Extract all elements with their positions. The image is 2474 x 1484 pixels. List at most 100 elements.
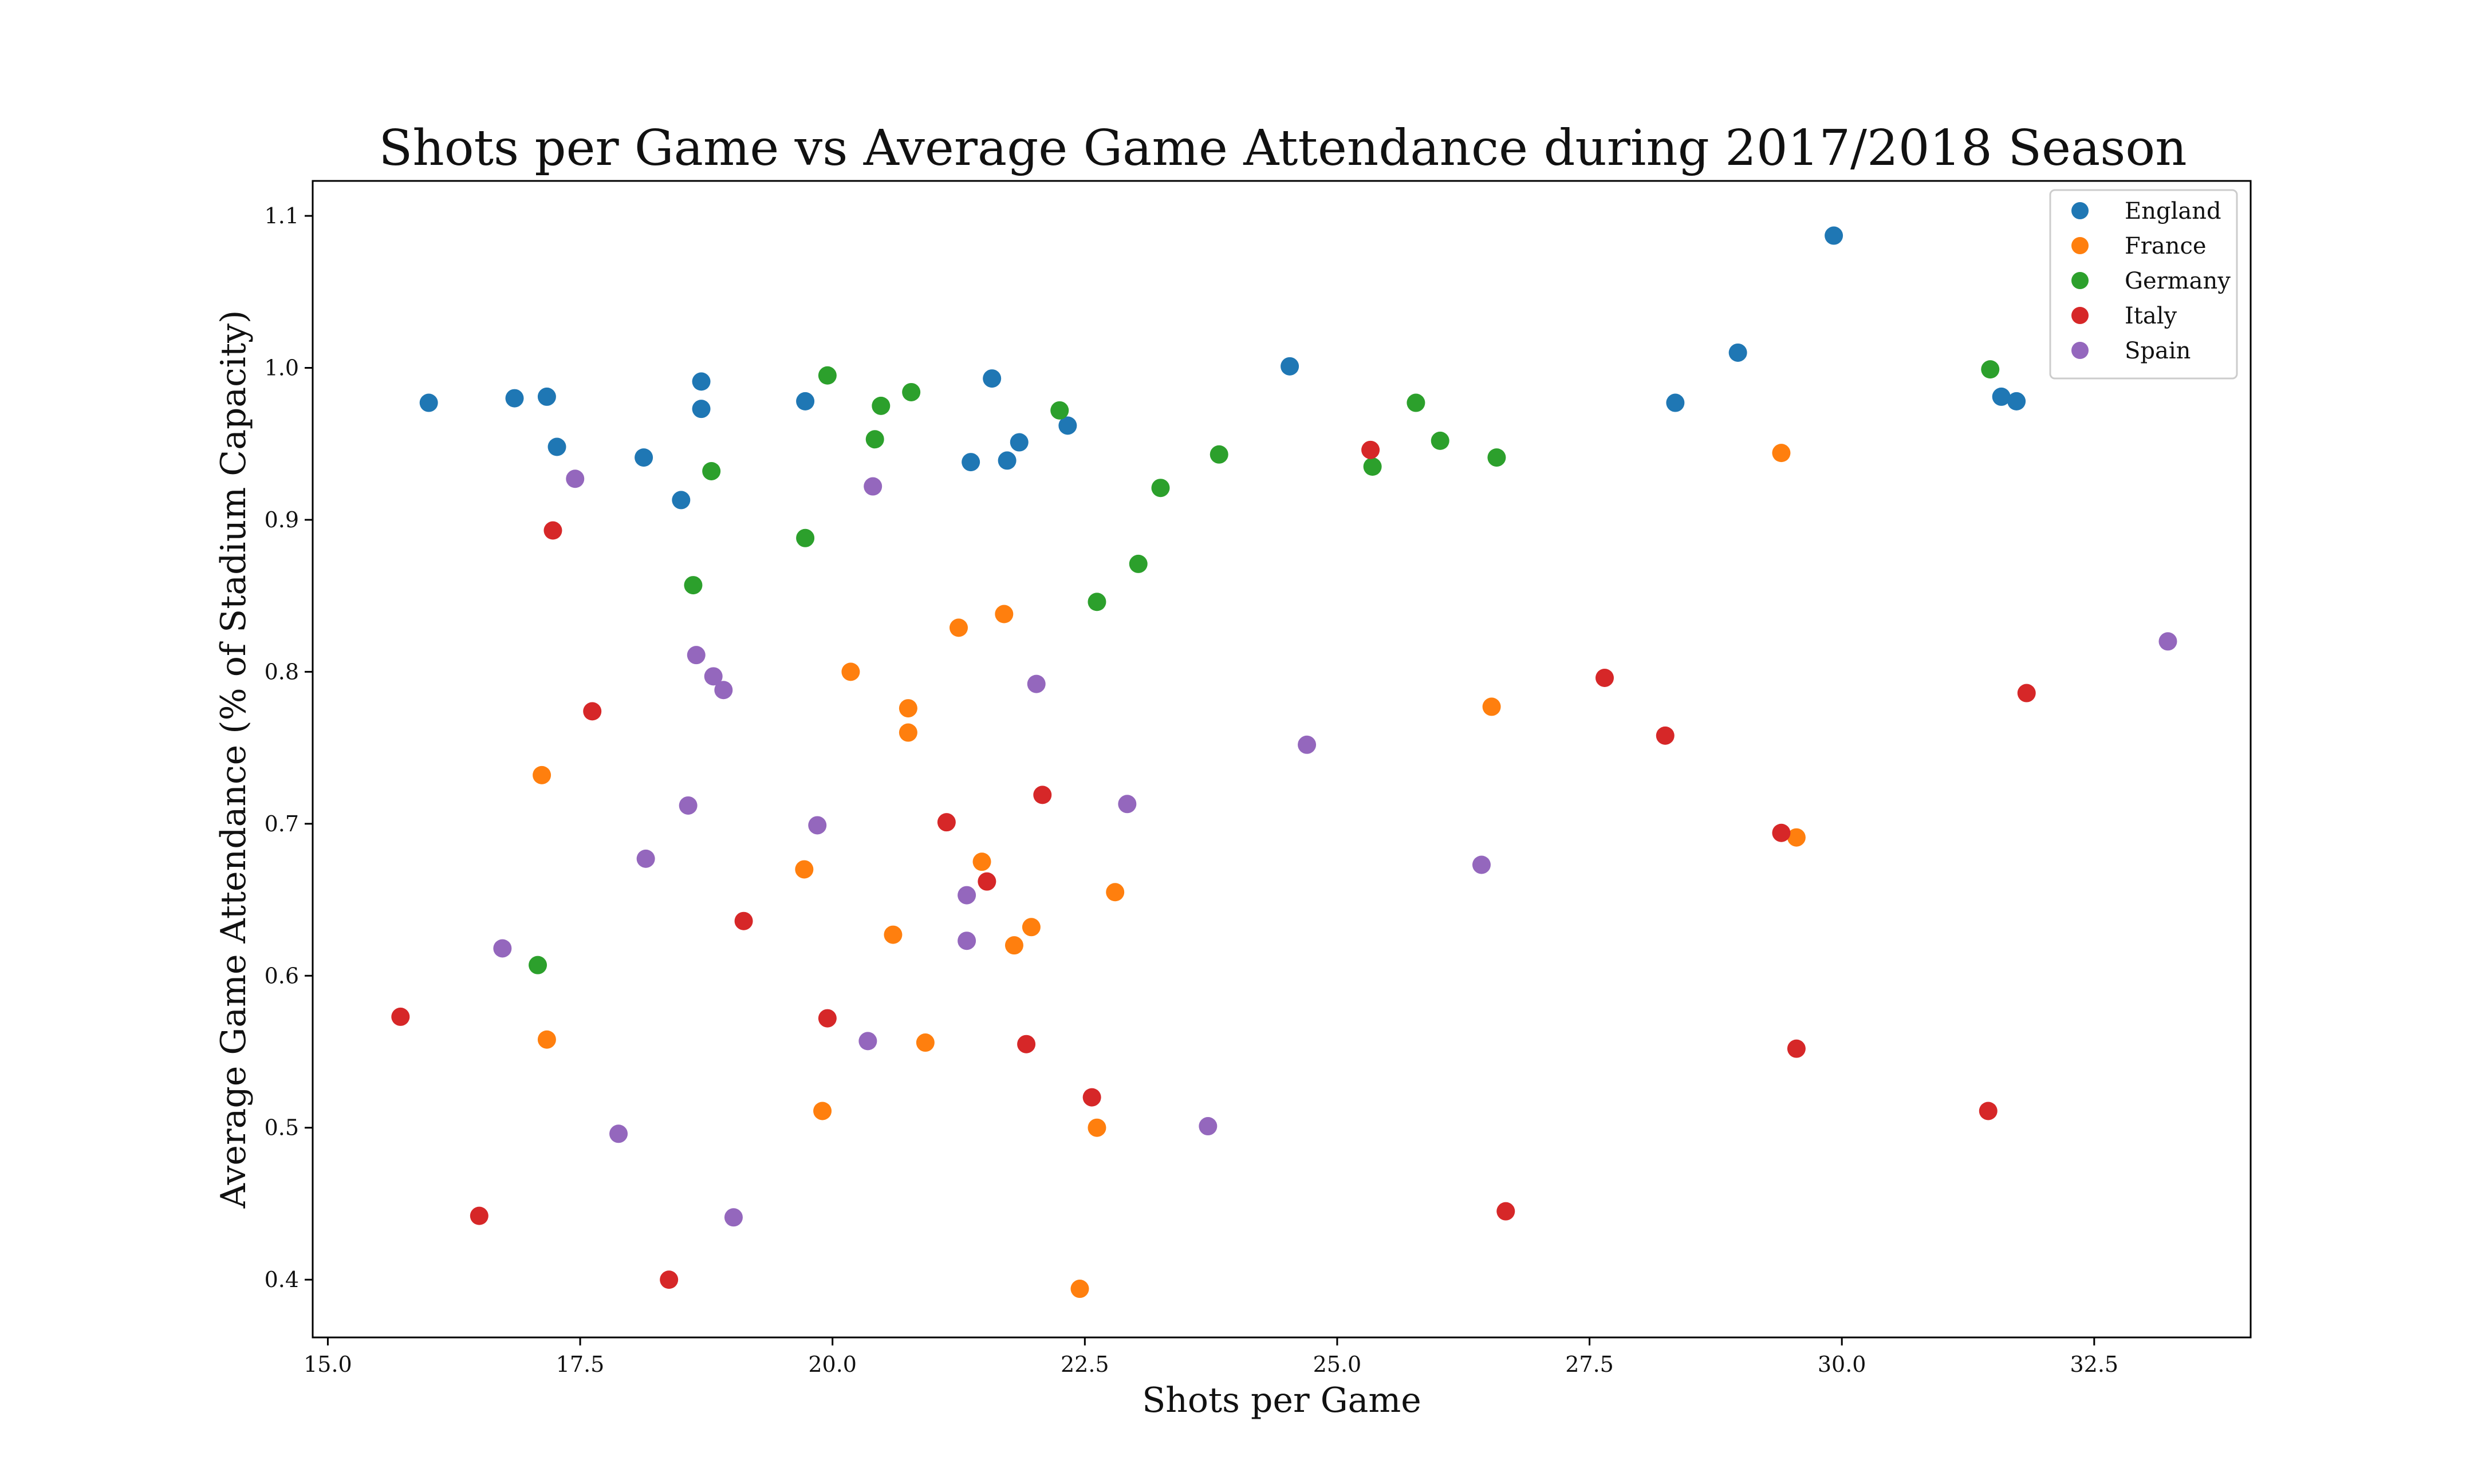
- data-point: [679, 796, 698, 815]
- data-point: [865, 430, 884, 449]
- y-tick-label: 1.0: [265, 355, 299, 380]
- data-point: [692, 400, 711, 419]
- data-point: [1482, 697, 1501, 716]
- data-point: [841, 662, 860, 681]
- y-tick-label: 0.4: [265, 1267, 299, 1292]
- data-point: [1210, 445, 1228, 464]
- data-point: [1596, 668, 1614, 687]
- data-point: [1017, 1035, 1036, 1053]
- data-point: [972, 852, 991, 871]
- data-point: [419, 393, 438, 412]
- data-point: [958, 886, 976, 905]
- legend-marker: [2071, 272, 2089, 289]
- data-point: [1106, 883, 1125, 902]
- data-point: [1487, 448, 1506, 467]
- data-point: [1088, 593, 1106, 611]
- data-point: [1088, 1118, 1106, 1137]
- data-point: [704, 667, 723, 686]
- x-tick-label: 20.0: [808, 1352, 857, 1377]
- data-point: [1666, 393, 1685, 412]
- data-point: [1058, 416, 1077, 435]
- x-tick-label: 25.0: [1313, 1352, 1362, 1377]
- series-italy: [391, 440, 2036, 1289]
- data-point: [978, 872, 996, 891]
- x-tick-label: 30.0: [1818, 1352, 1866, 1377]
- legend: England France Germany Italy Spain: [2049, 189, 2238, 380]
- data-point: [684, 576, 703, 595]
- data-point: [714, 681, 733, 700]
- data-point: [998, 451, 1017, 470]
- data-point: [1027, 674, 1046, 693]
- plot-frame: [312, 180, 2252, 1339]
- axis-ticks: 15.0 17.5 20.0 22.5 25.0 27.5 30.0 32.5 0.4 0.5 0.…: [265, 203, 2119, 1377]
- data-point: [609, 1124, 628, 1143]
- x-tick-label: 22.5: [1061, 1352, 1109, 1377]
- data-point: [547, 437, 566, 456]
- data-point: [983, 369, 1002, 388]
- data-point: [916, 1033, 935, 1052]
- data-point: [1151, 479, 1170, 498]
- data-point: [1772, 823, 1791, 842]
- data-points: [391, 226, 2177, 1298]
- data-point: [566, 469, 585, 488]
- data-point: [962, 453, 980, 472]
- data-point: [795, 860, 814, 879]
- series-spain: [493, 469, 2177, 1227]
- data-point: [902, 382, 921, 401]
- data-point: [995, 605, 1014, 623]
- data-point: [636, 849, 655, 868]
- data-point: [635, 448, 653, 467]
- data-point: [872, 396, 891, 415]
- data-point: [884, 925, 903, 944]
- data-point: [1004, 936, 1023, 955]
- data-point: [2017, 684, 2036, 702]
- data-point: [1050, 401, 1069, 420]
- data-point: [1118, 795, 1137, 814]
- data-point: [808, 816, 827, 835]
- data-point: [1728, 343, 1747, 362]
- legend-label: Italy: [2125, 303, 2177, 329]
- data-point: [1656, 726, 1675, 745]
- data-point: [1010, 433, 1029, 452]
- y-tick-label: 0.9: [265, 507, 299, 532]
- data-point: [1082, 1088, 1101, 1107]
- data-point: [958, 932, 976, 950]
- x-tick-label: 32.5: [2070, 1352, 2119, 1377]
- series-france: [533, 444, 1806, 1298]
- data-point: [796, 392, 815, 411]
- y-axis-label: Average Game Attendance (% of Stadium Ca…: [214, 310, 254, 1209]
- data-point: [1472, 855, 1491, 874]
- data-point: [937, 813, 956, 832]
- data-point: [1407, 393, 1425, 412]
- data-point: [537, 387, 556, 406]
- series-england: [419, 226, 2026, 510]
- legend-marker: [2071, 202, 2089, 219]
- y-tick-label: 0.5: [265, 1115, 299, 1140]
- data-point: [864, 477, 883, 496]
- data-point: [1825, 226, 1843, 245]
- data-point: [505, 389, 524, 408]
- y-tick-label: 0.8: [265, 659, 299, 684]
- data-point: [537, 1030, 556, 1049]
- data-point: [543, 521, 562, 540]
- data-point: [1979, 1102, 1998, 1120]
- x-tick-label: 27.5: [1565, 1352, 1614, 1377]
- legend-label: Spain: [2125, 338, 2191, 364]
- data-point: [2007, 392, 2026, 411]
- data-point: [470, 1206, 489, 1225]
- data-point: [1361, 440, 1380, 459]
- data-point: [858, 1032, 877, 1051]
- x-tick-label: 15.0: [304, 1352, 352, 1377]
- data-point: [950, 618, 968, 637]
- data-point: [529, 956, 547, 974]
- data-point: [687, 646, 706, 665]
- data-point: [583, 702, 602, 721]
- data-point: [533, 765, 551, 784]
- legend-marker: [2071, 342, 2089, 359]
- legend-label: Germany: [2125, 268, 2231, 294]
- legend-marker: [2071, 307, 2089, 324]
- data-point: [692, 372, 711, 391]
- data-point: [818, 366, 837, 385]
- data-point: [1199, 1117, 1218, 1136]
